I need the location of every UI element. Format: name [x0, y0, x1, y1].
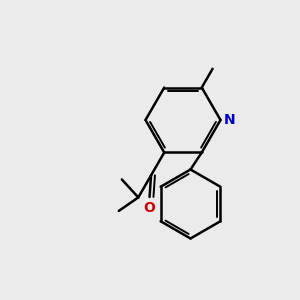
- Text: N: N: [224, 113, 236, 127]
- Text: O: O: [144, 201, 155, 215]
